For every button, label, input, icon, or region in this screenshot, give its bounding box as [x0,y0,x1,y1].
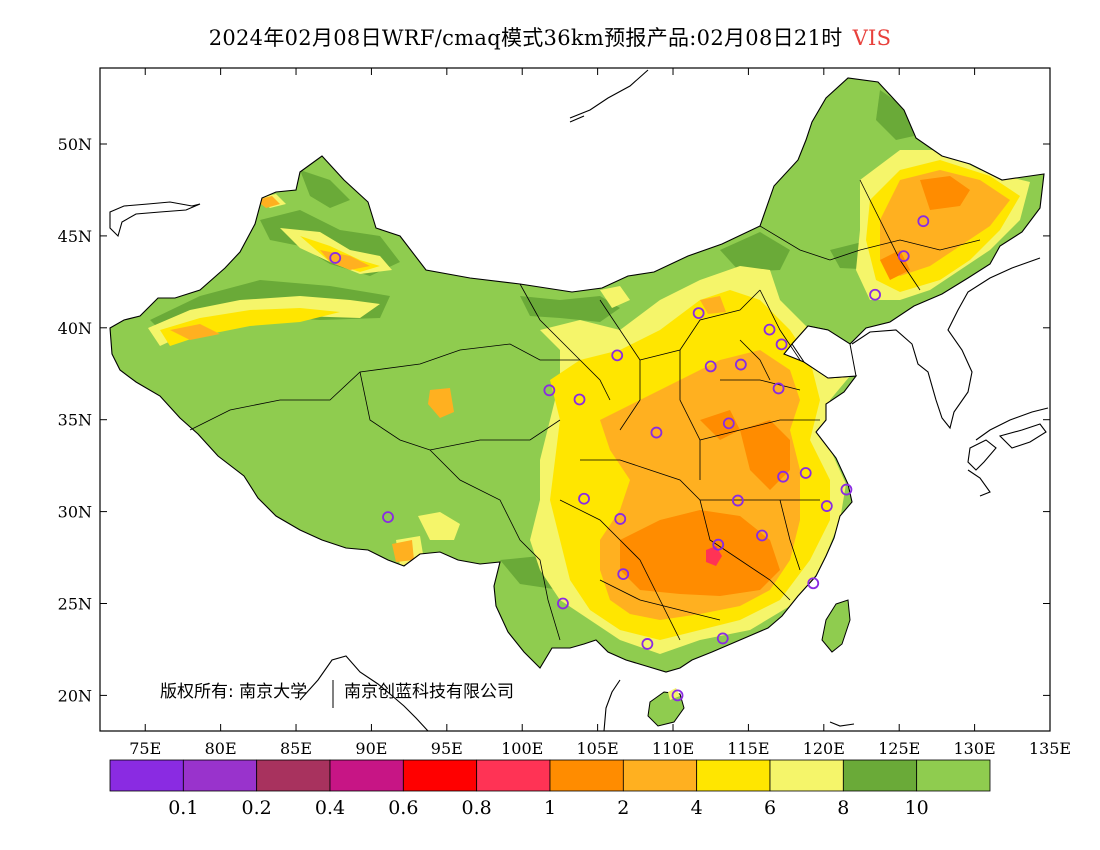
legend-swatch [549,759,624,792]
station-marker [650,426,663,439]
station-marker [763,323,776,336]
station-marker [799,467,812,479]
legend-swatch [622,759,698,792]
x-tick-label: 100E [501,739,543,758]
legend-label: 0.1 [168,797,198,819]
x-tick-label: 115E [727,739,769,758]
bohai-sea [791,325,857,379]
x-tick-label: 90E [355,739,387,758]
y-tick-label: 45N [58,227,92,246]
station-marker [617,568,630,580]
x-tick-label: 130E [953,739,995,758]
x-tick-label: 85E [280,739,312,758]
coastline-lines [109,69,1049,731]
legend-label: 0.4 [315,797,345,819]
station-marker [772,382,785,395]
y-tick-label: 20N [58,686,92,705]
station-marker [716,632,729,645]
y-tick-label: 25N [58,595,92,614]
legend-swatch [842,759,918,792]
station-marker [543,384,556,397]
visibility-contours [148,90,1030,654]
station-marker [775,338,788,351]
station-marker [807,577,820,590]
legend-swatch [476,759,551,792]
legend-label: 1 [544,797,556,819]
legend-label: 6 [764,797,776,819]
station-marker [578,492,590,505]
x-tick-label: 110E [652,739,694,758]
legend-swatch [256,759,331,792]
station-marker [820,500,833,512]
legend-label: 0.2 [242,797,272,819]
station-marker [722,417,735,430]
title-text: 2024年02月08日WRF/cmaq模式36km预报产品:02月08日21时 [208,26,843,50]
station-marker [756,529,768,542]
map-title: 2024年02月08日WRF/cmaq模式36km预报产品:02月08日21时 V… [0,22,1100,52]
station-marker [731,494,744,507]
copyright-partner: 南京创蓝科技有限公司 [344,682,514,702]
color-legend: 0.1 0.2 0.4 0.6 0.8 1 2 4 6 8 10 [109,759,991,819]
station-marker [611,349,624,362]
legend-swatch [696,759,771,792]
legend-swatch [916,759,991,792]
station-marker [641,638,654,650]
legend-label: 2 [617,797,629,819]
legend-label: 0.6 [388,797,418,819]
y-tick-label: 50N [58,135,92,154]
station-marker [573,393,586,406]
x-tick-label: 80E [205,739,237,758]
x-tick-label: 75E [129,739,161,758]
station-marker [869,288,881,301]
x-axis: 75E 80E 85E 90E 95E 100E 105E 110E 115E 120E 125E 1… [129,68,1071,758]
x-tick-label: 120E [803,739,845,758]
taiwan-island [821,599,851,653]
province-borders [189,179,981,641]
station-markers [329,215,930,702]
y-tick-label: 30N [58,503,92,522]
station-marker [840,483,853,496]
station-marker [329,252,342,264]
y-axis: 50N 45N 40N 35N 30N 25N 20N [58,135,1050,705]
station-marker [382,511,394,524]
legend-swatch [769,759,844,792]
legend-label: 8 [837,797,849,819]
map-frame [99,67,1051,732]
station-marker [897,250,910,263]
legend-swatch [329,759,404,792]
station-marker [734,358,747,371]
copyright-owner: 版权所有: 南京大学 [160,682,307,702]
station-marker [557,597,569,610]
legend-swatch [182,759,258,792]
legend-label: 4 [691,797,703,819]
variable-label: VIS [852,26,892,50]
station-marker [704,360,717,373]
y-tick-label: 35N [58,411,92,430]
legend-swatch [402,759,478,792]
y-tick-label: 40N [58,319,92,338]
x-tick-label: 95E [431,739,463,758]
station-marker [917,215,930,228]
legend-swatch [109,759,184,792]
station-marker [712,538,725,551]
x-tick-label: 135E [1029,739,1071,758]
station-marker [777,470,789,483]
station-marker [692,307,705,319]
x-tick-label: 105E [577,739,619,758]
x-tick-label: 125E [878,739,920,758]
station-marker [614,513,627,525]
station-marker [671,689,684,702]
legend-label: 10 [905,797,929,819]
legend-label: 0.8 [462,797,492,819]
